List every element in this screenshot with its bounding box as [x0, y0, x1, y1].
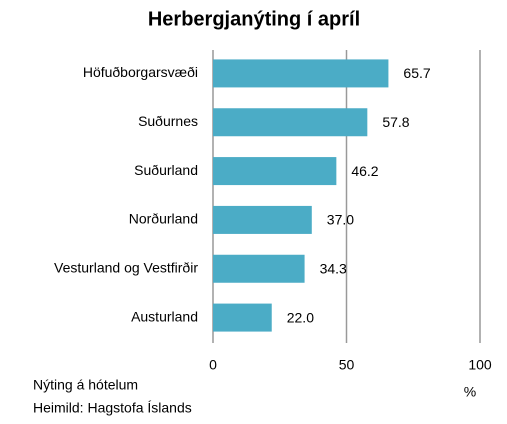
data-label: 65.7 [403, 65, 430, 81]
note: Nýting á hótelum [33, 377, 138, 393]
y-tick-label: Suðurland [134, 162, 198, 178]
chart-title: Herbergjanýting í apríl [148, 8, 360, 30]
data-label: 37.0 [327, 212, 354, 228]
y-tick-label: Suðurnes [138, 113, 198, 129]
bar [213, 157, 337, 186]
data-label: 22.0 [287, 309, 314, 325]
bar [213, 303, 272, 332]
bar [213, 205, 312, 234]
note: Heimild: Hagstofa Íslands [33, 400, 192, 416]
y-tick-label: Norðurland [129, 211, 198, 227]
x-axis-label: % [464, 384, 476, 400]
y-tick-label: Vesturland og Vestfirðir [54, 259, 198, 275]
data-label: 57.8 [382, 114, 409, 130]
x-tick-label: 100 [468, 357, 492, 373]
y-tick-label: Höfuðborgarsvæði [83, 64, 198, 80]
bar [213, 108, 368, 137]
data-label: 34.3 [320, 260, 347, 276]
data-label: 46.2 [351, 163, 378, 179]
x-tick-label: 50 [339, 357, 355, 373]
x-tick-label: 0 [209, 357, 217, 373]
bar [213, 254, 305, 283]
bar [213, 59, 389, 88]
y-tick-label: Austurland [131, 308, 198, 324]
